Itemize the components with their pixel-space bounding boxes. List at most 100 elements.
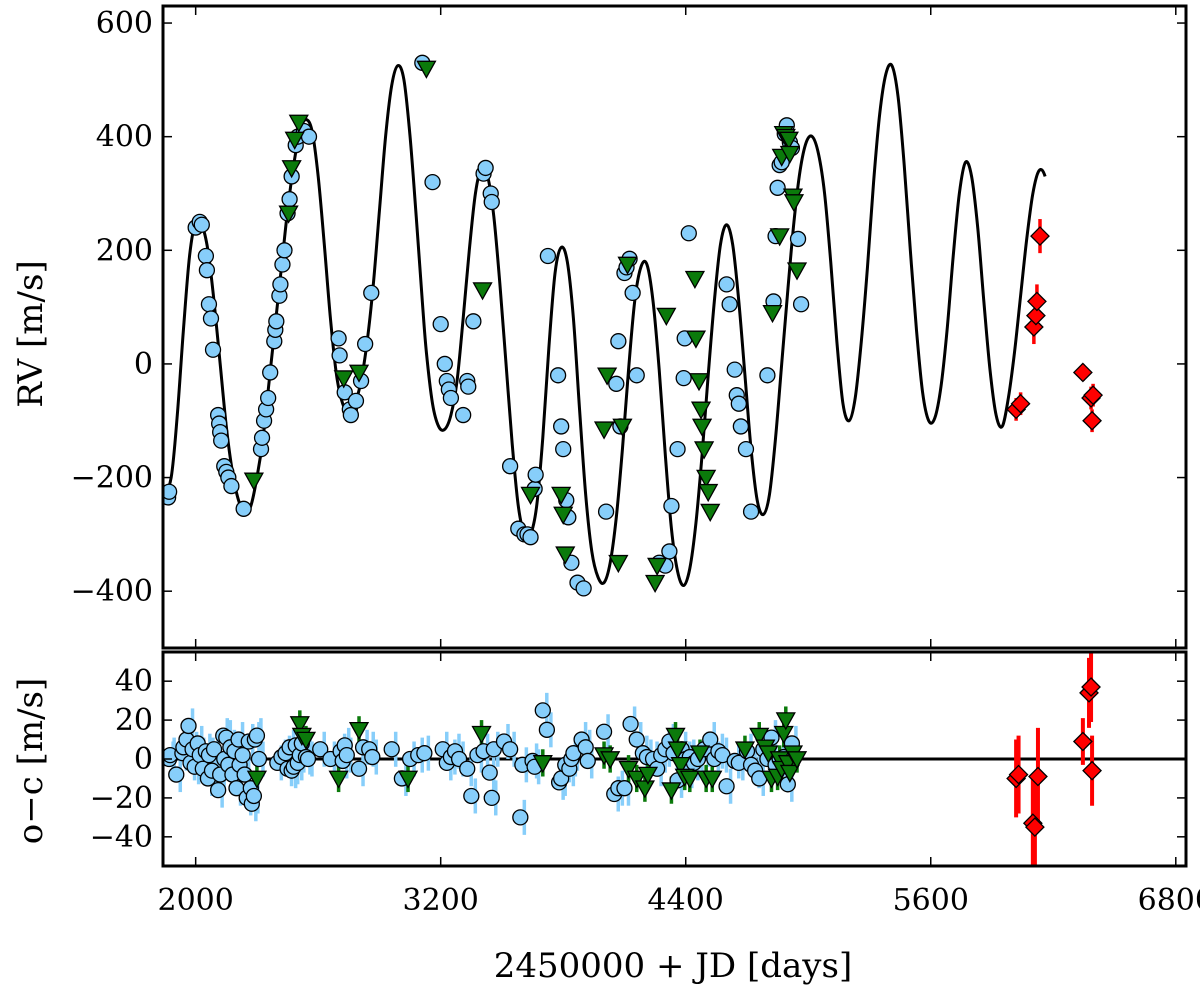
rv-point-series2: [243, 472, 264, 491]
residual-point-series2: [289, 716, 310, 735]
x-tick-label: 2000: [157, 883, 233, 918]
rv-point-series1: [200, 296, 218, 313]
rv-point-series3: [1083, 385, 1104, 406]
rv-point-series1: [268, 313, 285, 330]
residual-point-series1: [312, 741, 329, 758]
residual-plot-area: [163, 652, 1186, 866]
residual-point-series1: [534, 702, 551, 719]
rv-point-series1: [522, 529, 539, 546]
rv-point-series1: [789, 230, 807, 248]
rv-point-series2: [416, 60, 437, 79]
rv-point-series2: [472, 282, 493, 301]
rv-point-series2: [647, 557, 668, 576]
residual-point-series1: [180, 717, 197, 735]
residual-point-series2: [749, 727, 770, 746]
rv-point-series1: [597, 503, 615, 520]
rv-point-series2: [520, 486, 541, 505]
rv-point-series1: [465, 313, 482, 330]
rv-point-series3: [1010, 393, 1031, 414]
x-tick-label: 6800: [1138, 883, 1200, 918]
rv-point-series2: [762, 304, 783, 324]
residual-point-series1: [168, 766, 185, 783]
rv-y-tick-label: 400: [96, 120, 153, 155]
rv-point-series2: [694, 441, 715, 460]
rv-point-series1: [347, 392, 365, 410]
y-axis-label-rv: RV [m/s]: [11, 260, 51, 407]
residual-point-series2: [670, 756, 691, 776]
residual-point-series1: [483, 789, 500, 807]
residual-point-series1: [463, 787, 480, 805]
residual-point-series3: [1008, 764, 1029, 785]
rv-point-series3: [1072, 362, 1093, 383]
rv-point-series1: [432, 316, 449, 333]
rv-point-series1: [477, 159, 494, 177]
residual-point-series3: [1081, 677, 1101, 697]
rv-y-tick-label: −200: [71, 461, 153, 496]
rv-point-series1: [628, 367, 645, 384]
rv-point-series1: [610, 333, 627, 350]
residual-panel: 2000 3200 4400 5600 6800 −40 −20 0 20 40: [90, 650, 1200, 918]
y-axis-label-residual: o−c [m/s]: [11, 678, 51, 844]
rv-point-series1: [624, 284, 641, 302]
rv-point-series2: [278, 205, 299, 224]
model-curve: [163, 62, 1047, 587]
rv-point-series2: [700, 503, 721, 522]
residual-point-series1: [350, 760, 368, 777]
rv-point-series2: [608, 554, 629, 574]
residual-point-series1: [250, 750, 268, 768]
rv-point-series1: [253, 429, 271, 446]
rv-point-series2: [656, 307, 677, 326]
rv-point-series3: [1030, 226, 1050, 247]
residual-y-tick-label: 40: [115, 664, 153, 699]
rv-point-series1: [742, 503, 760, 520]
rv-point-series1: [262, 364, 279, 381]
residual-point-series1: [248, 727, 266, 744]
rv-point-series1: [669, 441, 686, 458]
residual-point-series1: [622, 715, 639, 733]
rv-point-series1: [330, 330, 347, 347]
rv-y-tick-label: −400: [71, 574, 153, 609]
residual-point-series2: [328, 770, 349, 789]
rv-point-series2: [685, 330, 707, 349]
residual-point-series1: [338, 746, 355, 764]
rv-point-series1: [769, 179, 786, 196]
residual-point-series2: [618, 760, 639, 780]
rv-point-series1: [730, 395, 747, 412]
rv-point-series2: [691, 418, 713, 437]
residual-point-series2: [665, 727, 686, 746]
residual-point-series1: [459, 760, 476, 777]
rv-point-series2: [284, 131, 305, 150]
residual-point-series1: [383, 741, 400, 758]
rv-point-series3: [1023, 317, 1044, 337]
rv-point-series1: [483, 193, 500, 211]
rv-y-tick-label: 0: [134, 347, 153, 382]
residual-point-series1: [512, 809, 529, 826]
rv-point-series1: [272, 276, 289, 293]
residual-point-series1: [299, 750, 317, 768]
rv-point-series1: [331, 347, 348, 364]
residual-point-series2: [679, 770, 700, 789]
rv-point-series2: [698, 483, 719, 503]
residual-point-series2: [734, 741, 756, 760]
residual-point-series1: [702, 731, 719, 748]
residual-point-series1: [416, 745, 433, 762]
residual-point-series1: [718, 778, 735, 795]
residual-point-series3: [1072, 731, 1093, 752]
rv-panel-frame: [161, 4, 1188, 650]
rv-point-series1: [436, 355, 453, 373]
residual-y-tick-label: 20: [115, 703, 153, 738]
rv-point-series1: [527, 466, 544, 483]
rv-point-series2: [684, 270, 706, 290]
rv-point-series1: [663, 497, 680, 515]
rv-point-series1: [718, 276, 735, 293]
residual-point-series1: [579, 752, 596, 770]
rv-point-series2: [348, 364, 370, 383]
residual-y-tick-label: −40: [90, 820, 153, 855]
residual-point-series2: [689, 745, 711, 764]
residual-point-series2: [532, 755, 553, 774]
rv-point-series1: [455, 406, 472, 424]
residual-point-series2: [348, 721, 370, 741]
rv-point-series3: [1026, 305, 1046, 326]
rv-y-tick-label: 600: [96, 6, 153, 41]
